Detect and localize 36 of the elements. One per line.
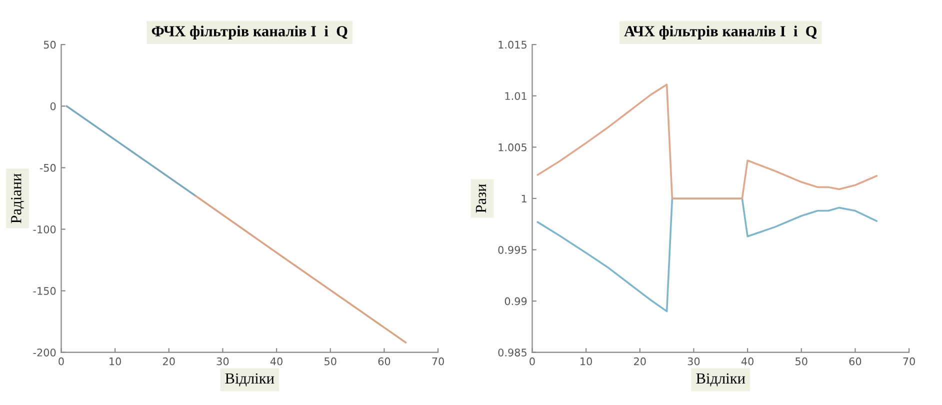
y-tick-label: 0.995 [498,246,526,254]
y-tick-label: 50 [44,40,56,49]
y-tick-label: 1.01 [505,92,526,100]
x-tick-label: 20 [634,357,646,366]
x-tick-label: 30 [688,357,700,366]
x-tick-label: 10 [580,357,592,366]
y-tick-label: 0.99 [504,297,527,306]
x-tick-label: 40 [741,357,754,366]
chart-title: АЧХ фільтрів каналів I і Q [624,26,817,40]
y-tick-label: 1.005 [498,143,526,152]
x-tick-label: 60 [849,357,862,366]
x-tick-label: 50 [796,357,808,366]
x-tick-label: 70 [432,357,444,366]
y-tick-label: -50 [40,164,56,172]
y-tick-label: -150 [33,287,56,295]
x-tick-label: 50 [324,357,336,366]
x-tick-label: 0 [530,357,535,366]
y-axis-title: Радіани [11,174,24,224]
y-tick-label: 0.985 [498,348,526,356]
y-tick-label: 1 [522,194,526,202]
y-tick-label: -100 [33,225,56,234]
x-tick-label: 10 [110,357,121,366]
chart-title: ФЧХ фільтрів каналів I і Q [152,26,348,40]
y-tick-label: -200 [33,348,56,356]
x-axis-title: Відліки [696,373,746,386]
line-series [536,84,878,200]
x-tick-label: 60 [378,357,390,366]
x-tick-label: 20 [163,357,175,366]
x-tick-label: 30 [216,357,229,366]
x-tick-label: 70 [903,357,915,366]
x-axis-title: Відліки [225,373,274,386]
y-tick-label: 0 [50,102,56,110]
y-tick-label: 1.015 [498,40,526,49]
x-tick-label: 0 [58,357,64,366]
y-axis-title: Рази [476,184,486,213]
x-tick-label: 40 [270,357,282,366]
